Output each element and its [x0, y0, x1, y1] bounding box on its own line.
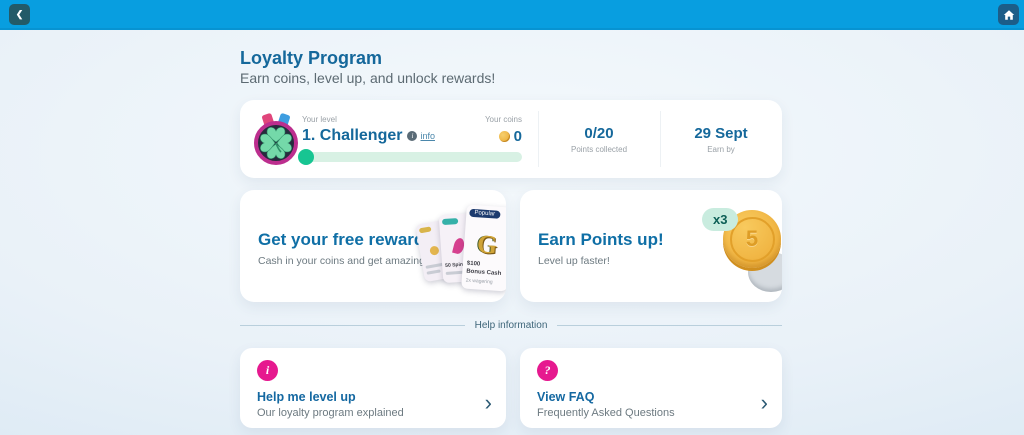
- reward-price: $100: [466, 260, 481, 268]
- chevron-right-icon: ›: [484, 390, 492, 415]
- page-subtitle: Earn coins, level up, and unlock rewards…: [240, 70, 496, 86]
- free-rewards-subtitle: Cash in your coins and get amazing goodi…: [258, 255, 468, 267]
- view-faq-title: View FAQ: [537, 390, 595, 404]
- coins-value: 0: [513, 128, 522, 145]
- help-information-label: Help information: [474, 320, 548, 331]
- reward-g-graphic: G: [476, 229, 499, 260]
- multiplier-badge: x3: [702, 208, 739, 231]
- page-title: Loyalty Program: [240, 48, 383, 68]
- help-information-divider: Help information: [240, 320, 782, 331]
- level-status-card: Your level 1. Challenger i info Your coi…: [240, 100, 782, 178]
- earn-points-title: Earn Points up!: [538, 230, 664, 249]
- divider-vertical: [538, 111, 539, 167]
- points-collected-stat: 0/20 Points collected: [538, 125, 660, 154]
- free-rewards-card[interactable]: Get your free rewards Cash in your coins…: [240, 190, 506, 302]
- popular-badge: Popular: [469, 208, 501, 219]
- coin-number: 5: [745, 226, 759, 251]
- divider-line: [240, 325, 465, 326]
- level-progress-bar: [298, 149, 522, 165]
- home-button[interactable]: [998, 4, 1019, 25]
- divider-vertical: [660, 111, 661, 167]
- back-chevron-icon: ❮: [15, 9, 24, 19]
- free-rewards-title: Get your free rewards: [258, 230, 434, 249]
- earn-by-value: 29 Sept: [694, 125, 748, 142]
- help-level-up-subtitle: Our loyalty program explained: [257, 407, 404, 419]
- earn-points-card[interactable]: Earn Points up! Level up faster! 5 x3: [520, 190, 782, 302]
- reward-gift-card-bonus-cash: Popular G $100 Bonus Cash 2x wagering: [461, 204, 506, 292]
- question-circle-icon: ?: [537, 360, 558, 381]
- earn-by-stat: 29 Sept Earn by: [660, 125, 782, 154]
- info-link-label: info: [420, 131, 435, 141]
- divider-line: [557, 325, 782, 326]
- view-faq-card[interactable]: ? View FAQ Frequently Asked Questions ›: [520, 348, 782, 428]
- chevron-right-icon: ›: [760, 390, 768, 415]
- back-button[interactable]: ❮: [9, 4, 30, 25]
- reward-text-bar: [426, 269, 441, 275]
- coin-icon: [498, 131, 510, 142]
- top-bar: ❮: [0, 0, 1024, 30]
- reward-graphic: [429, 245, 440, 256]
- earn-points-subtitle: Level up faster!: [538, 255, 610, 267]
- info-circle-icon: i: [257, 360, 278, 381]
- points-collected-label: Points collected: [570, 145, 628, 154]
- level-medal-icon: [254, 113, 298, 165]
- level-progress-knob: [298, 149, 314, 165]
- help-level-up-card[interactable]: i Help me level up Our loyalty program e…: [240, 348, 506, 428]
- reward-name: Bonus Cash: [466, 268, 502, 278]
- view-faq-subtitle: Frequently Asked Questions: [537, 407, 675, 419]
- your-level-label: Your level: [302, 115, 337, 124]
- reward-badge: [418, 226, 432, 234]
- reward-badge: [441, 218, 459, 226]
- info-icon: i: [407, 131, 418, 141]
- earn-by-label: Earn by: [707, 145, 735, 154]
- help-level-up-title: Help me level up: [257, 390, 356, 404]
- your-coins-label: Your coins: [484, 115, 522, 124]
- level-info-link[interactable]: i info: [407, 131, 435, 141]
- home-icon: [1003, 9, 1014, 20]
- reward-note: 2x wagering: [465, 277, 493, 286]
- points-collected-value: 0/20: [584, 125, 614, 142]
- level-name: 1. Challenger: [302, 127, 403, 144]
